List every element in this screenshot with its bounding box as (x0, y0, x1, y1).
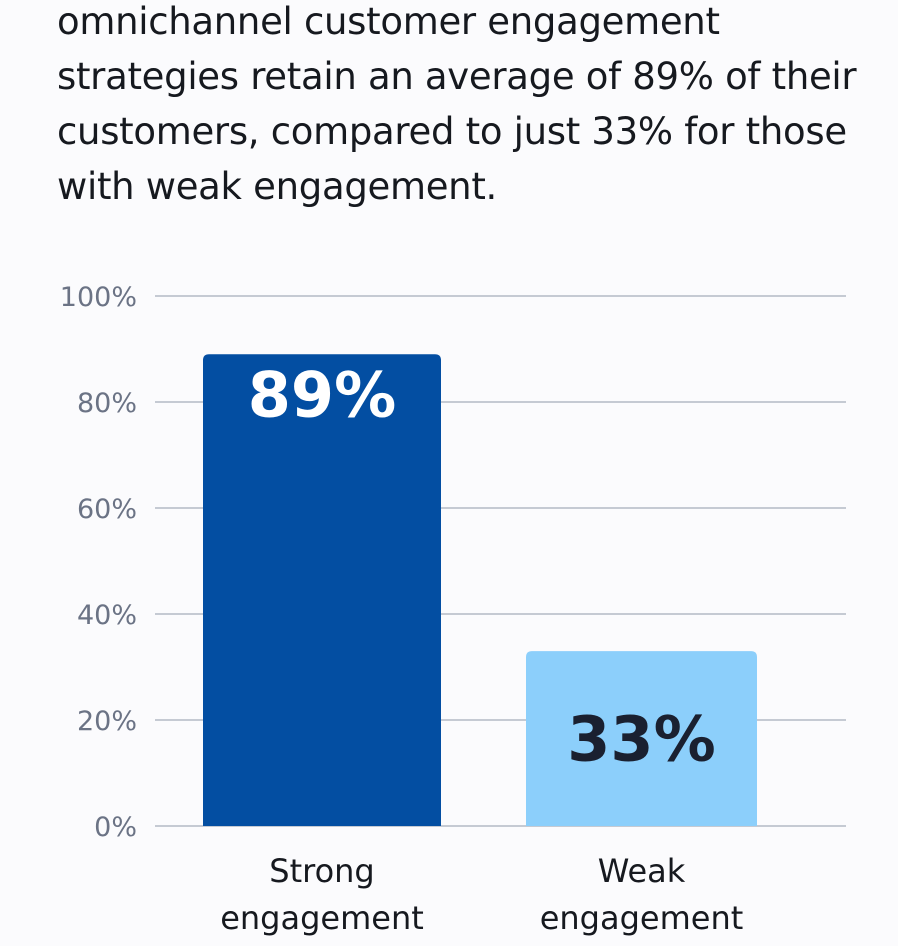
x-tick-label: Strong (269, 852, 374, 890)
x-tick-label: engagement (540, 899, 744, 937)
y-tick-label: 60% (77, 494, 137, 525)
headline: omnichannel customer engagement strategi… (57, 0, 857, 208)
bar (203, 354, 441, 826)
y-tick-label: 0% (94, 812, 137, 843)
y-tick-label: 20% (77, 706, 137, 737)
y-tick-label: 100% (60, 282, 137, 313)
y-tick-label: 40% (77, 600, 137, 631)
x-tick-label: Weak (598, 852, 686, 890)
x-tick-label: engagement (220, 899, 424, 937)
bar (526, 651, 757, 826)
data-label: 89% (248, 358, 396, 431)
data-label: 33% (567, 703, 715, 776)
y-tick-label: 80% (77, 388, 137, 419)
